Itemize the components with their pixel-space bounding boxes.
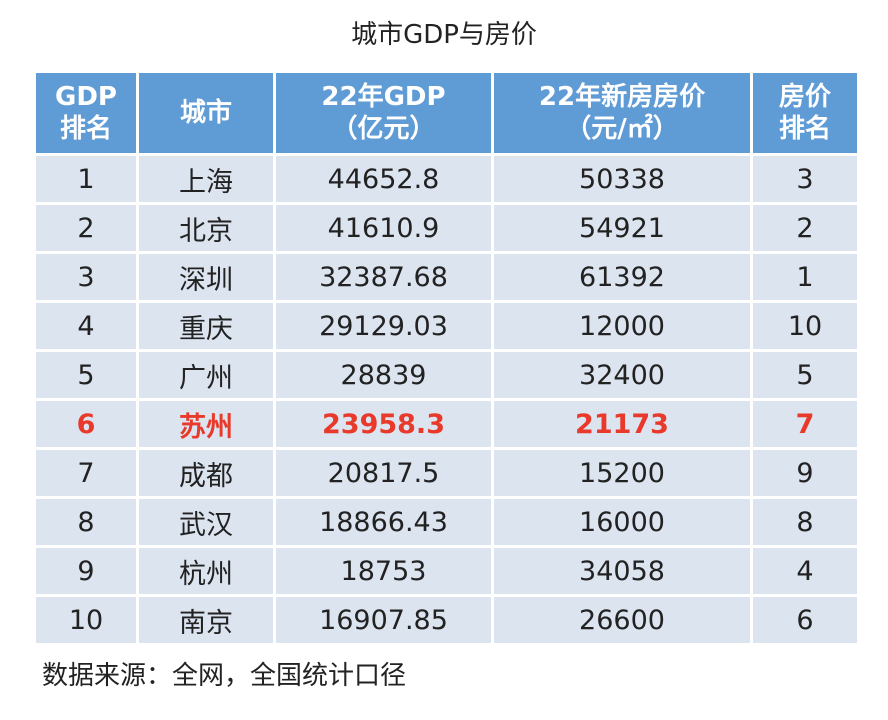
header-cell: 城市 xyxy=(136,70,276,156)
table-cell: 18753 xyxy=(273,545,494,597)
table-row: 5 广州 28839 32400 5 xyxy=(33,349,860,401)
table-cell: 深圳 xyxy=(136,251,276,303)
table-cell: 54921 xyxy=(491,202,753,254)
table-cell: 9 xyxy=(750,447,860,499)
table-cell: 上海 xyxy=(136,153,276,205)
table-cell: 5 xyxy=(750,349,860,401)
table-row: 2 北京 41610.9 54921 2 xyxy=(33,202,860,254)
table-cell: 成都 xyxy=(136,447,276,499)
table-cell: 8 xyxy=(750,496,860,548)
source-note: 数据来源：全网，全国统计口径 xyxy=(42,661,407,691)
header-cell: 房价 排名 xyxy=(750,70,860,156)
table-cell: 6 xyxy=(750,594,860,646)
header-cell: GDP 排名 xyxy=(33,70,139,156)
data-table: GDP 排名 城市 22年GDP （亿元） 22年新房房价 （元/㎡） 房价 排名 1 上海 446… xyxy=(33,70,860,646)
table-cell: 3 xyxy=(33,251,139,303)
table-cell: 南京 xyxy=(136,594,276,646)
table-cell: 1 xyxy=(33,153,139,205)
table-body: 1 上海 44652.8 50338 3 2 北京 41610.9 54921 2 3 深圳 32387… xyxy=(33,153,860,646)
table-row: 10 南京 16907.85 26600 6 xyxy=(33,594,860,646)
table-cell: 44652.8 xyxy=(273,153,494,205)
table-cell: 61392 xyxy=(491,251,753,303)
table-cell: 广州 xyxy=(136,349,276,401)
table-cell: 34058 xyxy=(491,545,753,597)
table-row: 7 成都 20817.5 15200 9 xyxy=(33,447,860,499)
table-cell: 杭州 xyxy=(136,545,276,597)
header-line: （元/㎡） xyxy=(565,114,679,144)
table-row: 6 苏州 23958.3 21173 7 xyxy=(33,398,860,450)
header-line: 房价 xyxy=(778,82,831,112)
table-cell: 50338 xyxy=(491,153,753,205)
table-cell: 21173 xyxy=(491,398,753,450)
header-line: 城市 xyxy=(179,98,232,128)
table-cell: 3 xyxy=(750,153,860,205)
table-cell: 23958.3 xyxy=(273,398,494,450)
table-cell: 武汉 xyxy=(136,496,276,548)
table-cell: 29129.03 xyxy=(273,300,494,352)
table-cell: 8 xyxy=(33,496,139,548)
table-cell: 10 xyxy=(750,300,860,352)
table-row: 3 深圳 32387.68 61392 1 xyxy=(33,251,860,303)
table-cell: 2 xyxy=(750,202,860,254)
table-row: 9 杭州 18753 34058 4 xyxy=(33,545,860,597)
table-cell: 41610.9 xyxy=(273,202,494,254)
header-line: 排名 xyxy=(778,114,831,144)
table-cell: 9 xyxy=(33,545,139,597)
table-cell: 12000 xyxy=(491,300,753,352)
table-cell: 32400 xyxy=(491,349,753,401)
header-line: 22年GDP xyxy=(321,82,446,112)
header-line: 排名 xyxy=(59,114,112,144)
table-cell: 苏州 xyxy=(136,398,276,450)
header-cell: 22年GDP （亿元） xyxy=(273,70,494,156)
table-cell: 15200 xyxy=(491,447,753,499)
table-cell: 6 xyxy=(33,398,139,450)
table-cell: 16907.85 xyxy=(273,594,494,646)
table-cell: 7 xyxy=(750,398,860,450)
table-cell: 16000 xyxy=(491,496,753,548)
table-cell: 26600 xyxy=(491,594,753,646)
table-cell: 28839 xyxy=(273,349,494,401)
table-cell: 4 xyxy=(33,300,139,352)
table-cell: 20817.5 xyxy=(273,447,494,499)
table-cell: 4 xyxy=(750,545,860,597)
table-row: 1 上海 44652.8 50338 3 xyxy=(33,153,860,205)
table-row: 4 重庆 29129.03 12000 10 xyxy=(33,300,860,352)
header-line: （亿元） xyxy=(331,114,436,144)
table-cell: 32387.68 xyxy=(273,251,494,303)
table-cell: 2 xyxy=(33,202,139,254)
table-cell: 18866.43 xyxy=(273,496,494,548)
table-cell: 10 xyxy=(33,594,139,646)
table-cell: 重庆 xyxy=(136,300,276,352)
table-row: 8 武汉 18866.43 16000 8 xyxy=(33,496,860,548)
table-cell: 北京 xyxy=(136,202,276,254)
header-line: 22年新房房价 xyxy=(538,82,706,112)
table-cell: 5 xyxy=(33,349,139,401)
header-cell: 22年新房房价 （元/㎡） xyxy=(491,70,753,156)
table-cell: 1 xyxy=(750,251,860,303)
title: 城市GDP与房价 xyxy=(351,20,537,50)
header-line: GDP xyxy=(55,82,117,112)
table-cell: 7 xyxy=(33,447,139,499)
header-row: GDP 排名 城市 22年GDP （亿元） 22年新房房价 （元/㎡） 房价 排名 xyxy=(33,70,860,156)
